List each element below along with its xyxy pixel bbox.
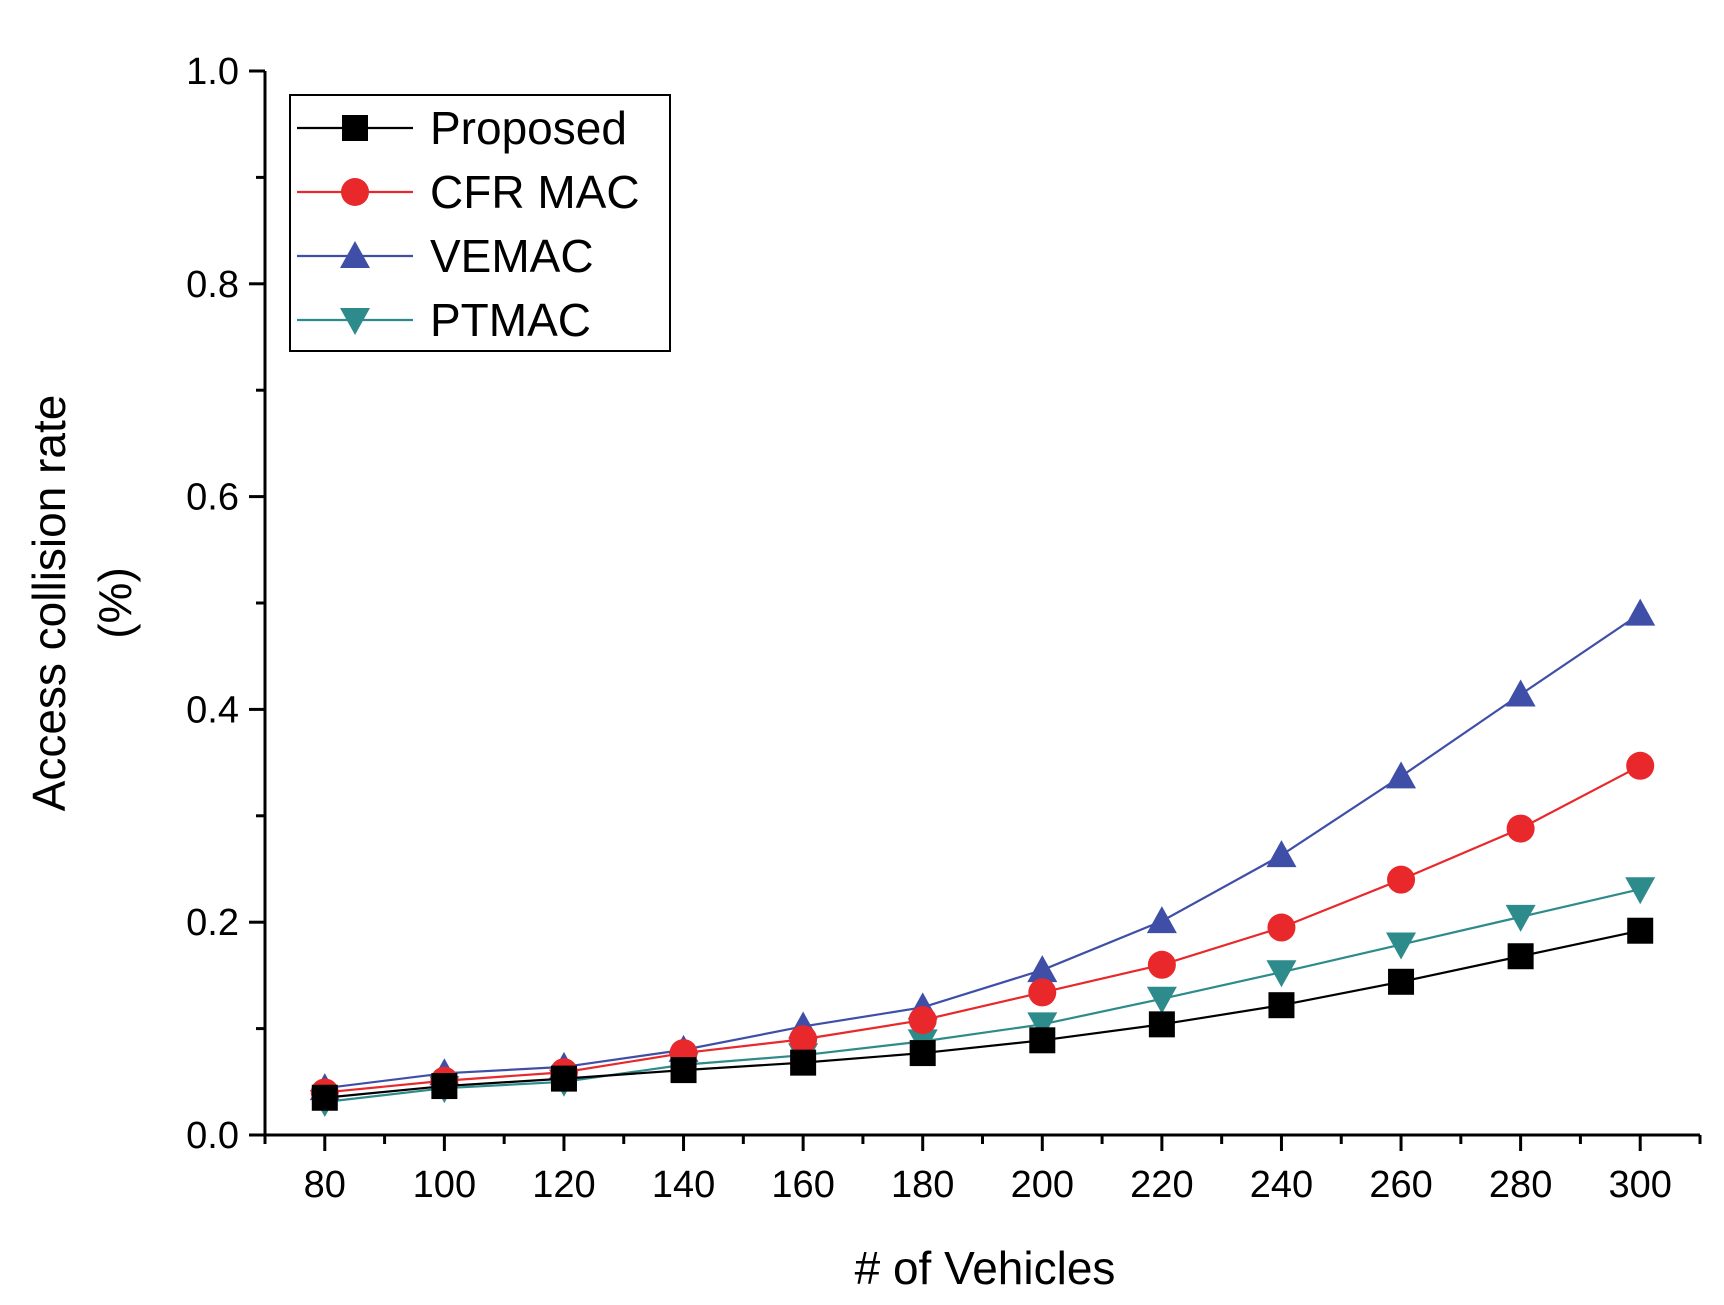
data-point [311,1084,338,1111]
series-layer [309,598,1656,1118]
series-line [324,612,1641,1090]
x-tick-label: 160 [771,1164,834,1206]
data-point [1506,814,1535,843]
data-point [1027,955,1058,983]
legend-marker [341,178,369,206]
y-tick-label: 1.0 [186,51,239,93]
y-tick-label: 0.4 [186,689,239,731]
data-point [1028,978,1057,1007]
x-tick-label: 280 [1489,1164,1552,1206]
x-tick-label: 180 [891,1164,954,1206]
data-point [1625,598,1656,626]
y-axis-title-line2: (%) [89,567,141,639]
y-tick-label: 0.0 [186,1115,239,1157]
x-ticks: 80 100 120 140 160 180 200 220 240 260 280 300 [263,1135,1702,1206]
y-axis-title: Access collision rate (%) [23,395,141,812]
data-point [1505,679,1536,707]
y-tick-label: 0.6 [186,477,239,519]
x-tick-label: 300 [1609,1164,1672,1206]
legend-label: PTMAC [430,294,591,346]
legend-label: VEMAC [430,230,594,282]
x-tick-label: 120 [532,1164,595,1206]
data-point [1626,751,1655,780]
series-vemac [309,598,1656,1101]
data-point [789,1025,818,1054]
legend-entry: Proposed [297,102,627,154]
legend-marker [340,241,370,268]
data-point [1029,1027,1056,1054]
data-point [1266,840,1297,868]
data-point [908,1006,937,1035]
y-axis-title-line1: Access collision rate [23,395,75,812]
x-tick-label: 240 [1250,1164,1313,1206]
series-line [324,764,1641,1094]
legend-entry: PTMAC [297,294,591,346]
data-point [1386,761,1417,789]
data-point [1266,960,1297,988]
y-tick-label: 0.8 [186,264,239,306]
x-tick-label: 80 [304,1164,346,1206]
data-point [1507,943,1534,970]
data-point [550,1065,577,1092]
data-point [1627,917,1654,944]
data-point [909,1040,936,1067]
data-point [1267,913,1296,942]
data-point [1268,992,1295,1019]
data-point [1386,932,1417,960]
legend-entry: VEMAC [297,230,594,282]
data-point [670,1057,697,1084]
x-tick-label: 260 [1369,1164,1432,1206]
legend-marker [342,115,368,141]
data-point [1147,950,1176,979]
data-point [431,1073,458,1100]
x-tick-label: 200 [1011,1164,1074,1206]
data-point [1387,865,1416,894]
x-tick-label: 100 [413,1164,476,1206]
x-tick-label: 220 [1130,1164,1193,1206]
data-point [1625,877,1656,905]
data-point [1505,904,1536,932]
legend-marker [340,308,370,335]
data-point [1027,1012,1058,1040]
legend-label: Proposed [430,102,627,154]
y-ticks: 0.0 0.2 0.4 0.6 0.8 1.0 [186,51,265,1157]
x-axis-title: # of Vehicles [855,1242,1116,1294]
legend-entry: CFR MAC [297,166,640,218]
data-point [790,1049,817,1076]
y-tick-label: 0.2 [186,902,239,944]
legend-label: CFR MAC [430,166,640,218]
series-line [324,888,1641,1104]
series-line [324,929,1641,1099]
series-proposed [311,917,1654,1111]
data-point [1388,968,1415,995]
legend: Proposed CFR MAC VEMAC PTMAC [289,94,671,352]
data-point [1146,986,1177,1014]
data-point [1148,1011,1175,1038]
series-cfr-mac [310,751,1655,1107]
data-point [1146,906,1177,934]
x-tick-label: 140 [652,1164,715,1206]
